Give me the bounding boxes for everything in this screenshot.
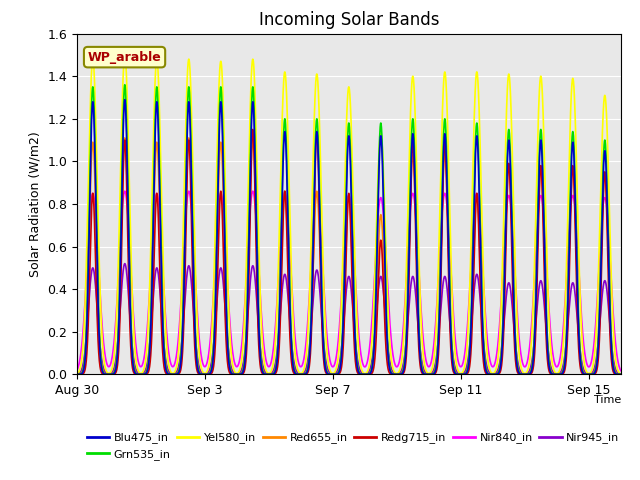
Text: WP_arable: WP_arable bbox=[88, 51, 161, 64]
Legend: Blu475_in, Grn535_in, Yel580_in, Red655_in, Redg715_in, Nir840_in, Nir945_in: Blu475_in, Grn535_in, Yel580_in, Red655_… bbox=[83, 428, 624, 464]
Y-axis label: Solar Radiation (W/m2): Solar Radiation (W/m2) bbox=[29, 131, 42, 277]
Title: Incoming Solar Bands: Incoming Solar Bands bbox=[259, 11, 439, 29]
Text: Time: Time bbox=[593, 395, 621, 405]
